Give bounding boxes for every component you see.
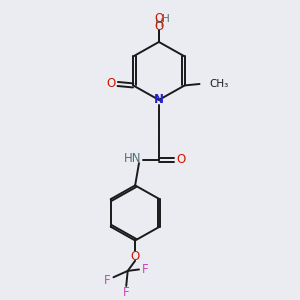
Text: N: N: [154, 93, 164, 106]
Text: F: F: [104, 274, 111, 287]
Text: O: O: [154, 20, 164, 32]
Text: HN: HN: [123, 152, 141, 165]
Text: H: H: [162, 14, 169, 24]
Text: F: F: [123, 286, 130, 299]
Text: O: O: [176, 153, 185, 166]
Text: F: F: [142, 263, 148, 276]
Text: CH₃: CH₃: [209, 79, 228, 89]
Text: H: H: [154, 17, 163, 31]
Text: O: O: [154, 12, 164, 25]
Text: O: O: [130, 250, 140, 263]
Text: O: O: [106, 77, 116, 90]
